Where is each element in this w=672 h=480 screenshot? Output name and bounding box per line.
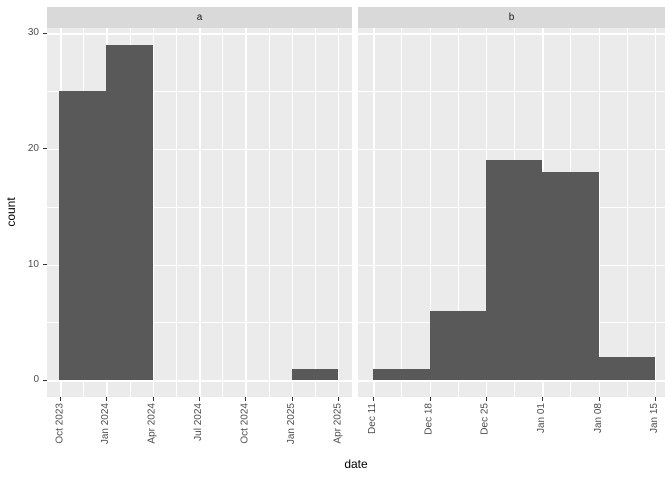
gridline-minor-v <box>268 28 270 397</box>
x-tick-label: Jan 2025 <box>285 403 297 445</box>
x-tick-mark <box>373 397 375 401</box>
facet-a-x-axis: Oct 2023 Jan 2024 Apr 2024 Jul 2024 Oct 2024… <box>47 397 352 457</box>
x-tick-mark <box>338 397 340 401</box>
x-tick-label: Apr 2025 <box>332 403 344 444</box>
y-tick-mark <box>43 32 47 34</box>
histogram-bar <box>598 357 655 381</box>
gridline-major-v <box>152 28 155 397</box>
histogram-bar <box>429 310 486 381</box>
facet-a-strip-label: a <box>196 12 203 23</box>
facet-a-strip: a <box>47 7 352 28</box>
y-tick-label: 0 <box>33 374 39 386</box>
histogram-bar <box>58 91 107 381</box>
gridline-minor-v <box>175 28 177 397</box>
histogram-bar <box>485 160 543 381</box>
x-tick-label: Oct 2023 <box>54 403 66 444</box>
y-tick-mark <box>43 148 47 150</box>
x-tick-mark <box>106 397 108 401</box>
x-tick-mark <box>60 397 62 401</box>
gridline-minor-v <box>401 28 403 397</box>
x-tick-label: Apr 2024 <box>146 403 158 444</box>
gridline-major-v <box>338 28 340 397</box>
gridline-major-v <box>429 28 431 397</box>
gridline-minor-h <box>358 91 665 92</box>
histogram-bar <box>291 368 339 381</box>
histogram-bar <box>373 368 430 381</box>
gridline-minor-v <box>626 28 628 397</box>
facet-b-x-axis: Dec 11 Dec 18 Dec 25 Jan 01 Jan 08 Jan 15 <box>358 397 665 457</box>
facet-b-strip: b <box>358 7 665 28</box>
gridline-major-v <box>373 28 375 397</box>
histogram-bar <box>542 172 599 381</box>
y-tick-label: 10 <box>27 258 39 270</box>
x-tick-label: Jan 08 <box>592 403 604 434</box>
x-tick-mark <box>654 397 656 401</box>
x-tick-label: Jan 2024 <box>100 403 112 445</box>
x-tick-label: Jan 01 <box>536 403 548 434</box>
gridline-major-v <box>199 28 201 397</box>
histogram-bar <box>106 44 153 381</box>
y-tick-label: 30 <box>27 27 39 39</box>
x-tick-mark <box>429 397 431 401</box>
facet-b-strip-label: b <box>508 12 515 23</box>
y-tick-mark <box>43 264 47 266</box>
x-axis-title: date <box>344 457 368 471</box>
x-tick-mark <box>598 397 600 401</box>
x-tick-mark <box>152 397 154 401</box>
x-tick-mark <box>199 397 201 401</box>
x-tick-label: Dec 25 <box>479 403 491 435</box>
y-tick-mark <box>43 379 47 381</box>
x-tick-label: Jul 2024 <box>193 403 205 441</box>
gridline-major-v <box>291 28 294 397</box>
gridline-minor-v <box>222 28 223 397</box>
facet-b-panel <box>358 28 665 397</box>
x-tick-label: Dec 11 <box>367 403 379 434</box>
y-axis-title: count <box>4 197 18 227</box>
gridline-major-h <box>358 380 665 382</box>
facet-a-panel <box>47 28 352 397</box>
gridline-major-h <box>358 33 665 35</box>
x-tick-label: Dec 18 <box>423 403 435 435</box>
x-tick-label: Jan 15 <box>648 403 660 434</box>
x-tick-mark <box>542 397 544 401</box>
x-tick-mark <box>245 397 247 401</box>
y-tick-label: 20 <box>27 142 39 154</box>
gridline-major-v <box>654 28 657 397</box>
x-tick-mark <box>485 397 487 401</box>
gridline-major-v <box>598 28 600 397</box>
x-tick-mark <box>291 397 293 401</box>
x-tick-label: Oct 2024 <box>239 403 251 444</box>
gridline-minor-v <box>314 28 316 397</box>
gridline-major-v <box>245 28 247 397</box>
gridline-minor-v <box>457 28 459 397</box>
gridline-major-h <box>358 148 665 151</box>
